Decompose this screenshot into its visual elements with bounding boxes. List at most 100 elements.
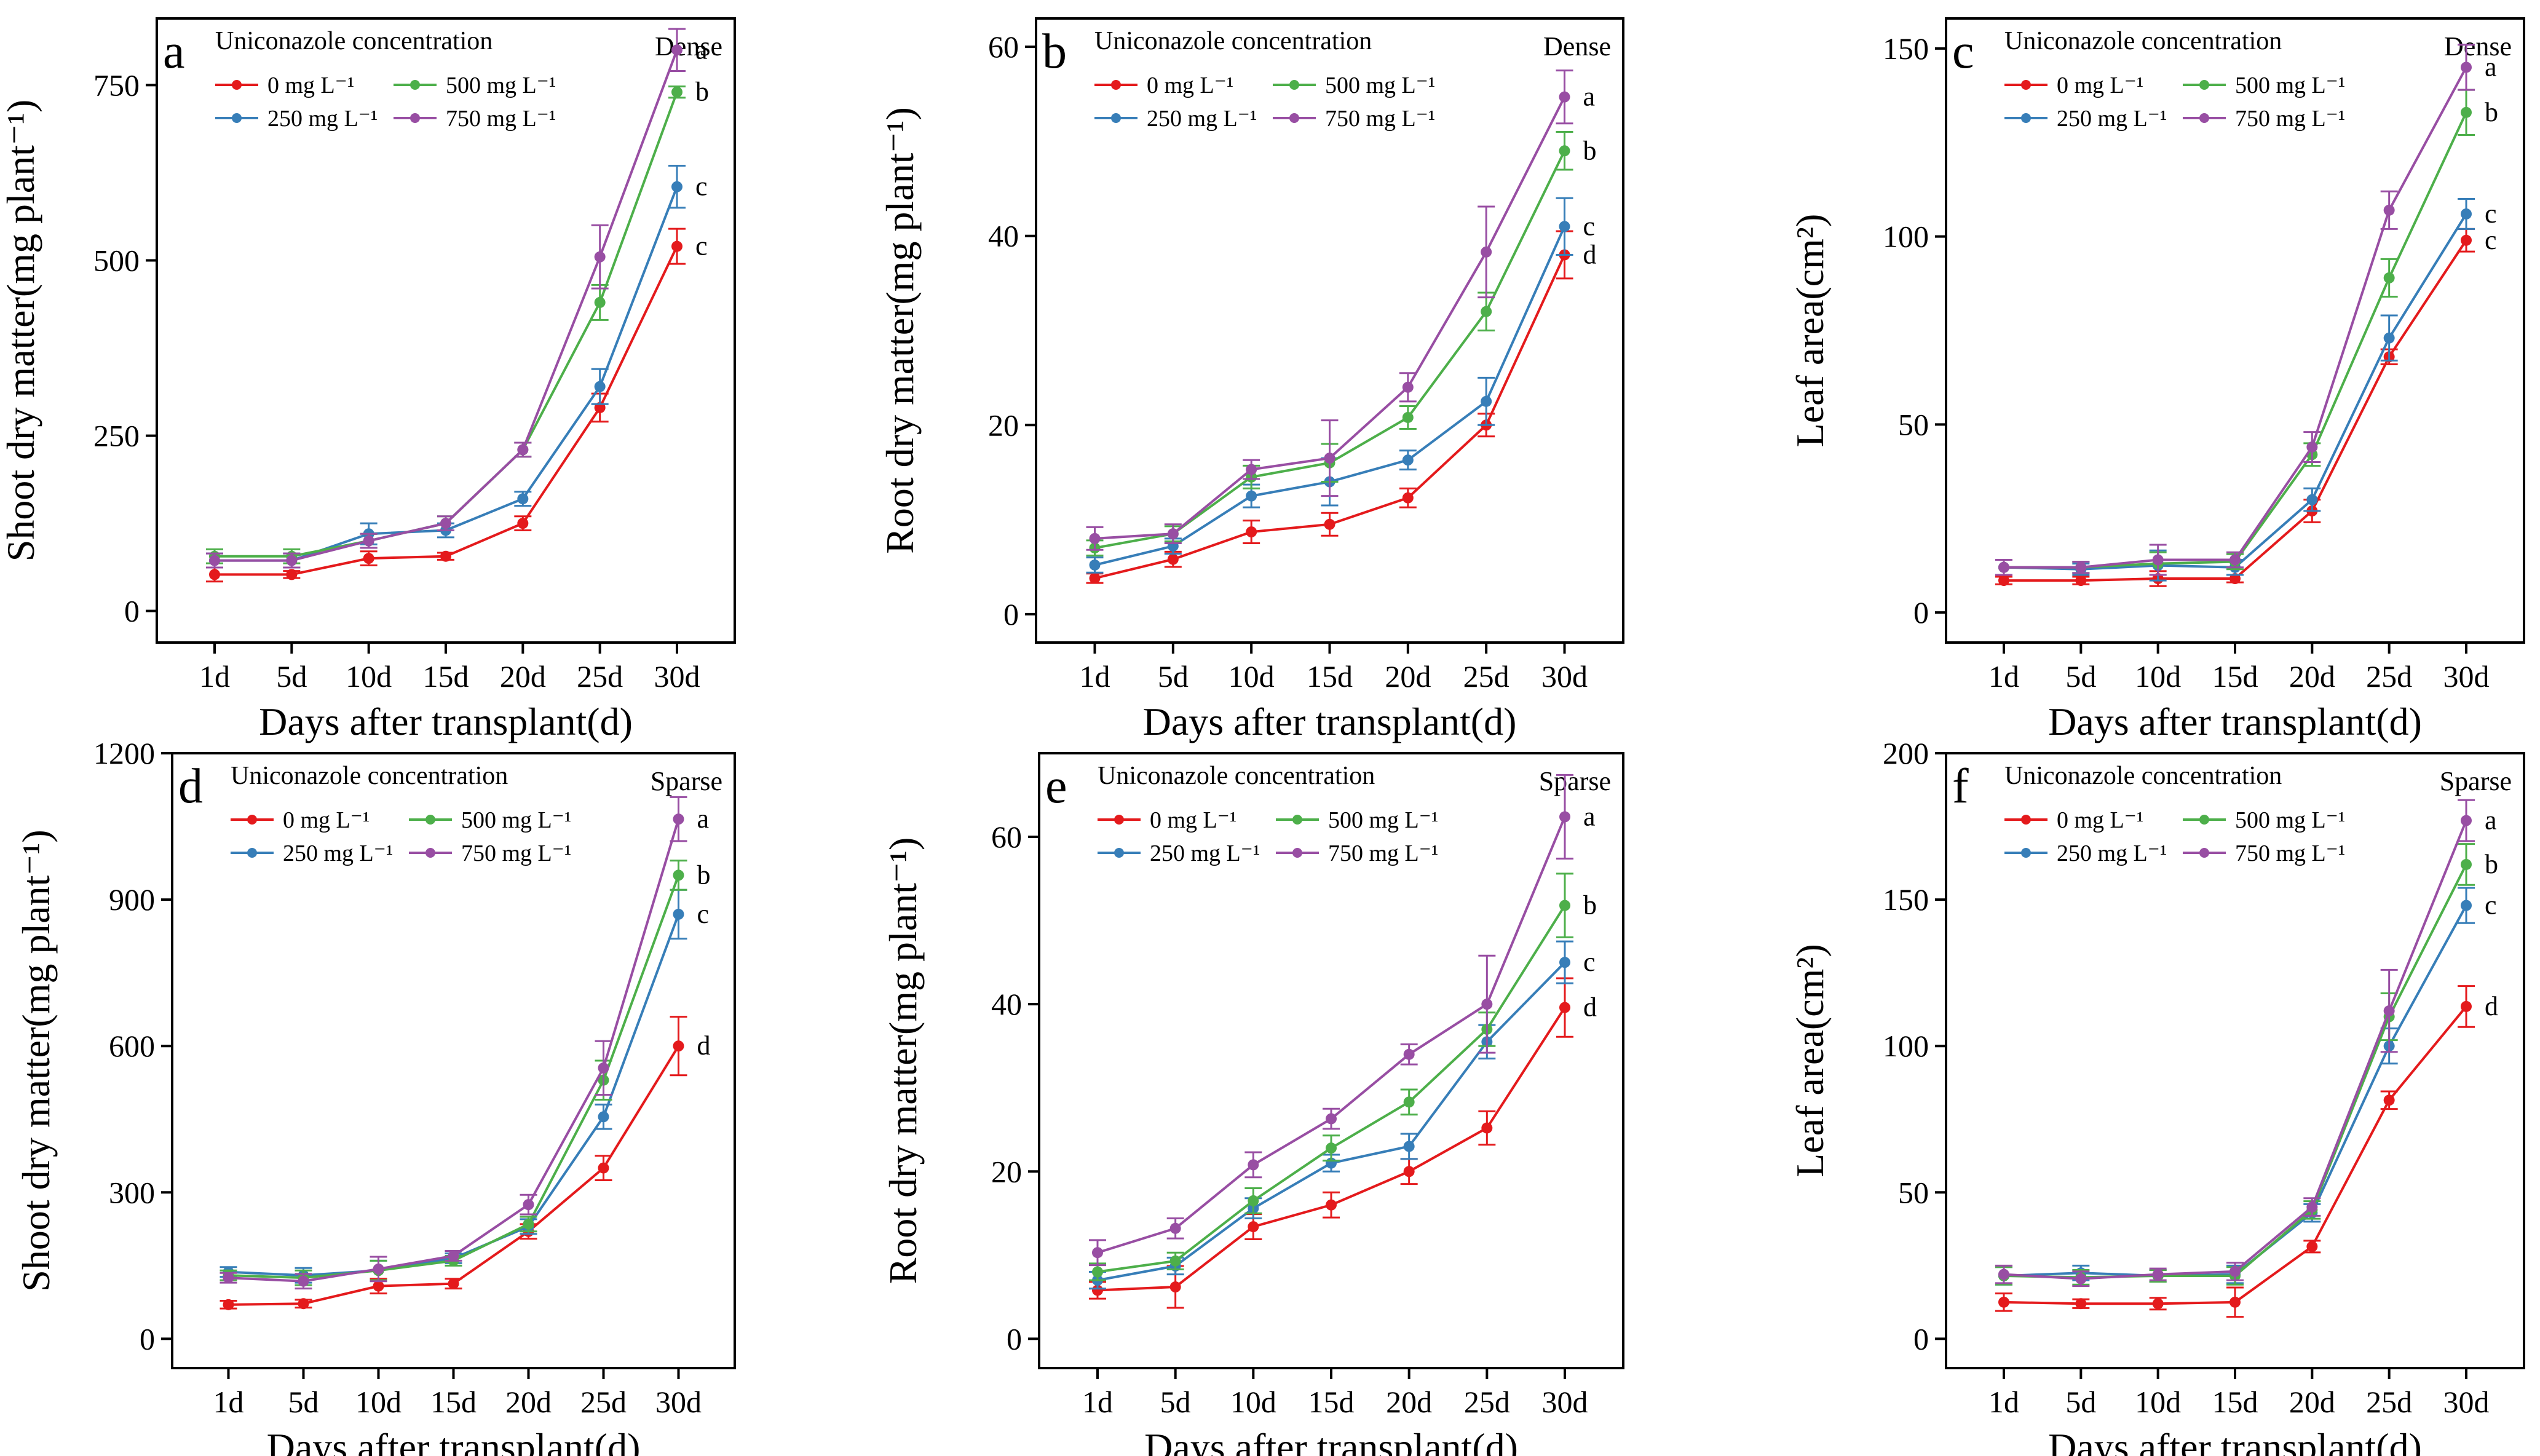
data-point [2383, 272, 2395, 283]
significance-letter: c [2485, 890, 2497, 920]
data-point [1246, 464, 1257, 475]
series-line [2004, 66, 2467, 569]
legend-label: 500 mg L⁻¹ [446, 73, 556, 98]
y-tick-label: 0 [1913, 1321, 1929, 1356]
x-tick-label: 25d [2366, 659, 2412, 694]
y-tick-label: 600 [109, 1029, 155, 1063]
data-point [2306, 1201, 2318, 1213]
y-tick-label: 150 [1883, 882, 1929, 917]
data-point [1089, 559, 1101, 571]
legend: Uniconazole concentration 0 mg L⁻¹ 250 mg … [231, 762, 571, 866]
data-point [2306, 494, 2318, 505]
significance-letter: a [697, 804, 710, 834]
data-point [1559, 1002, 1570, 1013]
y-tick-label: 60 [991, 820, 1022, 854]
data-point [1402, 381, 1414, 393]
data-point [373, 1280, 384, 1292]
significance-letter: a [2485, 805, 2497, 836]
data-point [1403, 1096, 1415, 1108]
data-point [1559, 811, 1570, 823]
legend-label: 250 mg L⁻¹ [1150, 841, 1260, 866]
y-tick-label: 100 [1883, 1029, 1929, 1063]
data-point [1248, 1195, 1259, 1206]
x-axis-title: Days after transplant(d) [259, 700, 633, 743]
legend-label: 750 mg L⁻¹ [1328, 841, 1438, 866]
data-point [2461, 61, 2472, 73]
x-tick-label: 10d [346, 659, 392, 694]
y-tick-label: 0 [124, 594, 140, 628]
legend-swatch-marker [232, 80, 242, 90]
legend-label: 500 mg L⁻¹ [1328, 807, 1438, 833]
panel-letter: d [178, 759, 203, 813]
data-point [1326, 1142, 1337, 1154]
legend-swatch-marker [410, 113, 420, 123]
data-point [1403, 1048, 1415, 1060]
data-point [2075, 561, 2087, 573]
panel-f: 0 50 100 150 200 1d 5d 10d 15d 20d 25d 30d Days afte… [1788, 736, 2525, 1456]
panel-letter: a [163, 25, 185, 79]
legend: Uniconazole concentration 0 mg L⁻¹ 250 mg … [215, 27, 556, 132]
x-tick-label: 1d [213, 1385, 244, 1419]
x-tick-label: 10d [1230, 1385, 1276, 1419]
legend-swatch-marker [1114, 815, 1124, 825]
legend-title: Uniconazole concentration [2004, 27, 2282, 55]
x-tick-label: 30d [2443, 659, 2490, 694]
density-label: Dense [1543, 31, 1611, 61]
data-point [363, 553, 374, 564]
data-point [2461, 815, 2472, 826]
legend-label: 500 mg L⁻¹ [1325, 73, 1435, 98]
y-tick-label: 900 [109, 882, 155, 917]
panel-letter: c [1952, 25, 1974, 79]
y-tick-label: 100 [1883, 220, 1929, 254]
data-point [523, 1218, 534, 1230]
legend-label: 750 mg L⁻¹ [446, 106, 556, 132]
significance-letter: b [2485, 849, 2498, 879]
y-tick-label: 0 [1007, 1321, 1022, 1356]
legend-swatch-marker [410, 80, 420, 90]
legend-swatch-marker [2021, 80, 2031, 90]
legend-swatch-marker [1292, 848, 1302, 858]
x-tick-label: 5d [2065, 1385, 2096, 1419]
data-point [440, 518, 451, 529]
series-3 [1089, 774, 1573, 1267]
data-point [2383, 332, 2395, 344]
data-point [673, 813, 684, 825]
y-tick-label: 50 [1898, 1175, 1929, 1209]
significance-letter: c [2485, 199, 2497, 229]
data-point [1169, 1222, 1181, 1234]
significance-letter: c [1583, 211, 1596, 241]
data-point [2461, 208, 2472, 220]
series-line [215, 186, 678, 562]
significance-letter: c [1583, 947, 1596, 977]
legend-swatch-marker [247, 815, 257, 825]
data-point [223, 1299, 234, 1310]
data-point [2461, 106, 2472, 118]
data-point [209, 569, 220, 580]
legend-label: 250 mg L⁻¹ [2057, 841, 2167, 866]
data-point [1481, 306, 1492, 317]
data-point [1248, 1221, 1259, 1233]
x-tick-label: 20d [1386, 1385, 1432, 1419]
x-tick-label: 5d [2065, 659, 2096, 694]
data-point [448, 1250, 459, 1262]
legend-swatch-marker [2021, 113, 2031, 123]
significance-letter: c [697, 899, 710, 929]
x-tick-label: 1d [1082, 1385, 1113, 1419]
data-point [1246, 490, 1257, 502]
series-line [228, 818, 680, 1283]
data-point [448, 1278, 459, 1289]
data-point [1167, 553, 1179, 565]
y-tick-label: 0 [140, 1321, 155, 1356]
y-axis-title: Root dry matter(mg plant⁻¹) [878, 107, 922, 554]
significance-letter: a [2485, 52, 2497, 82]
legend-label: 500 mg L⁻¹ [2235, 73, 2345, 98]
panel-d: 0 300 600 900 1200 1d 5d 10d 15d 20d 25d 30d Days af… [14, 736, 736, 1456]
y-tick-label: 200 [1883, 736, 1929, 770]
density-label: Sparse [1539, 766, 1611, 796]
data-point [671, 44, 682, 56]
legend-swatch-marker [425, 848, 435, 858]
significance-letter: d [697, 1031, 711, 1061]
y-axis-title: Shoot dry matter(mg plant⁻¹) [14, 829, 58, 1292]
x-tick-label: 10d [355, 1385, 402, 1419]
density-label: Sparse [651, 766, 722, 796]
